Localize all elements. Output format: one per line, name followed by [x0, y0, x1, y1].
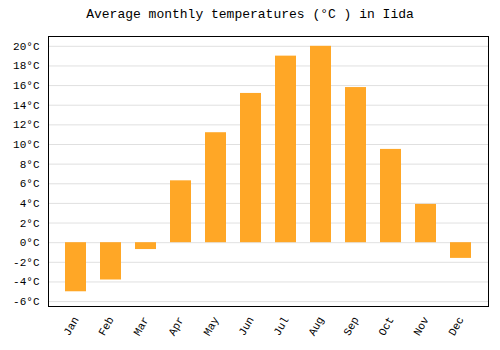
- svg-text:2°C: 2°C: [20, 218, 40, 230]
- svg-text:Sep: Sep: [341, 315, 361, 338]
- html-text:Average monthly temperatures (: Average monthly temperatures (°C ) in Ii…: [86, 7, 414, 22]
- svg-text:Jun: Jun: [236, 315, 256, 338]
- svg-text:Feb: Feb: [96, 315, 116, 338]
- svg-text:Dec: Dec: [446, 315, 466, 338]
- svg-text:6°C: 6°C: [20, 178, 40, 190]
- svg-text:Oct: Oct: [376, 315, 396, 338]
- svg-text:12°C: 12°C: [13, 119, 40, 131]
- svg-text:14°C: 14°C: [13, 100, 40, 112]
- svg-text:4°C: 4°C: [20, 198, 40, 210]
- svg-text:May: May: [201, 314, 221, 337]
- svg-text:10°C: 10°C: [13, 139, 40, 151]
- svg-text:16°C: 16°C: [13, 80, 40, 92]
- svg-text:Jul: Jul: [271, 315, 291, 338]
- svg-text:Mar: Mar: [131, 315, 151, 338]
- svg-text:-6°C: -6°C: [13, 296, 40, 308]
- svg-text:Apr: Apr: [166, 315, 186, 338]
- svg-text:Jan: Jan: [61, 315, 81, 338]
- svg-text:-2°C: -2°C: [13, 257, 40, 269]
- svg-text:Nov: Nov: [411, 314, 431, 337]
- svg-text:8°C: 8°C: [20, 159, 40, 171]
- svg-text:0°C: 0°C: [20, 237, 40, 249]
- svg-text:18°C: 18°C: [13, 60, 40, 72]
- svg-text:Aug: Aug: [306, 315, 326, 338]
- svg-text:-4°C: -4°C: [13, 276, 40, 288]
- svg-text:20°C: 20°C: [13, 41, 40, 53]
